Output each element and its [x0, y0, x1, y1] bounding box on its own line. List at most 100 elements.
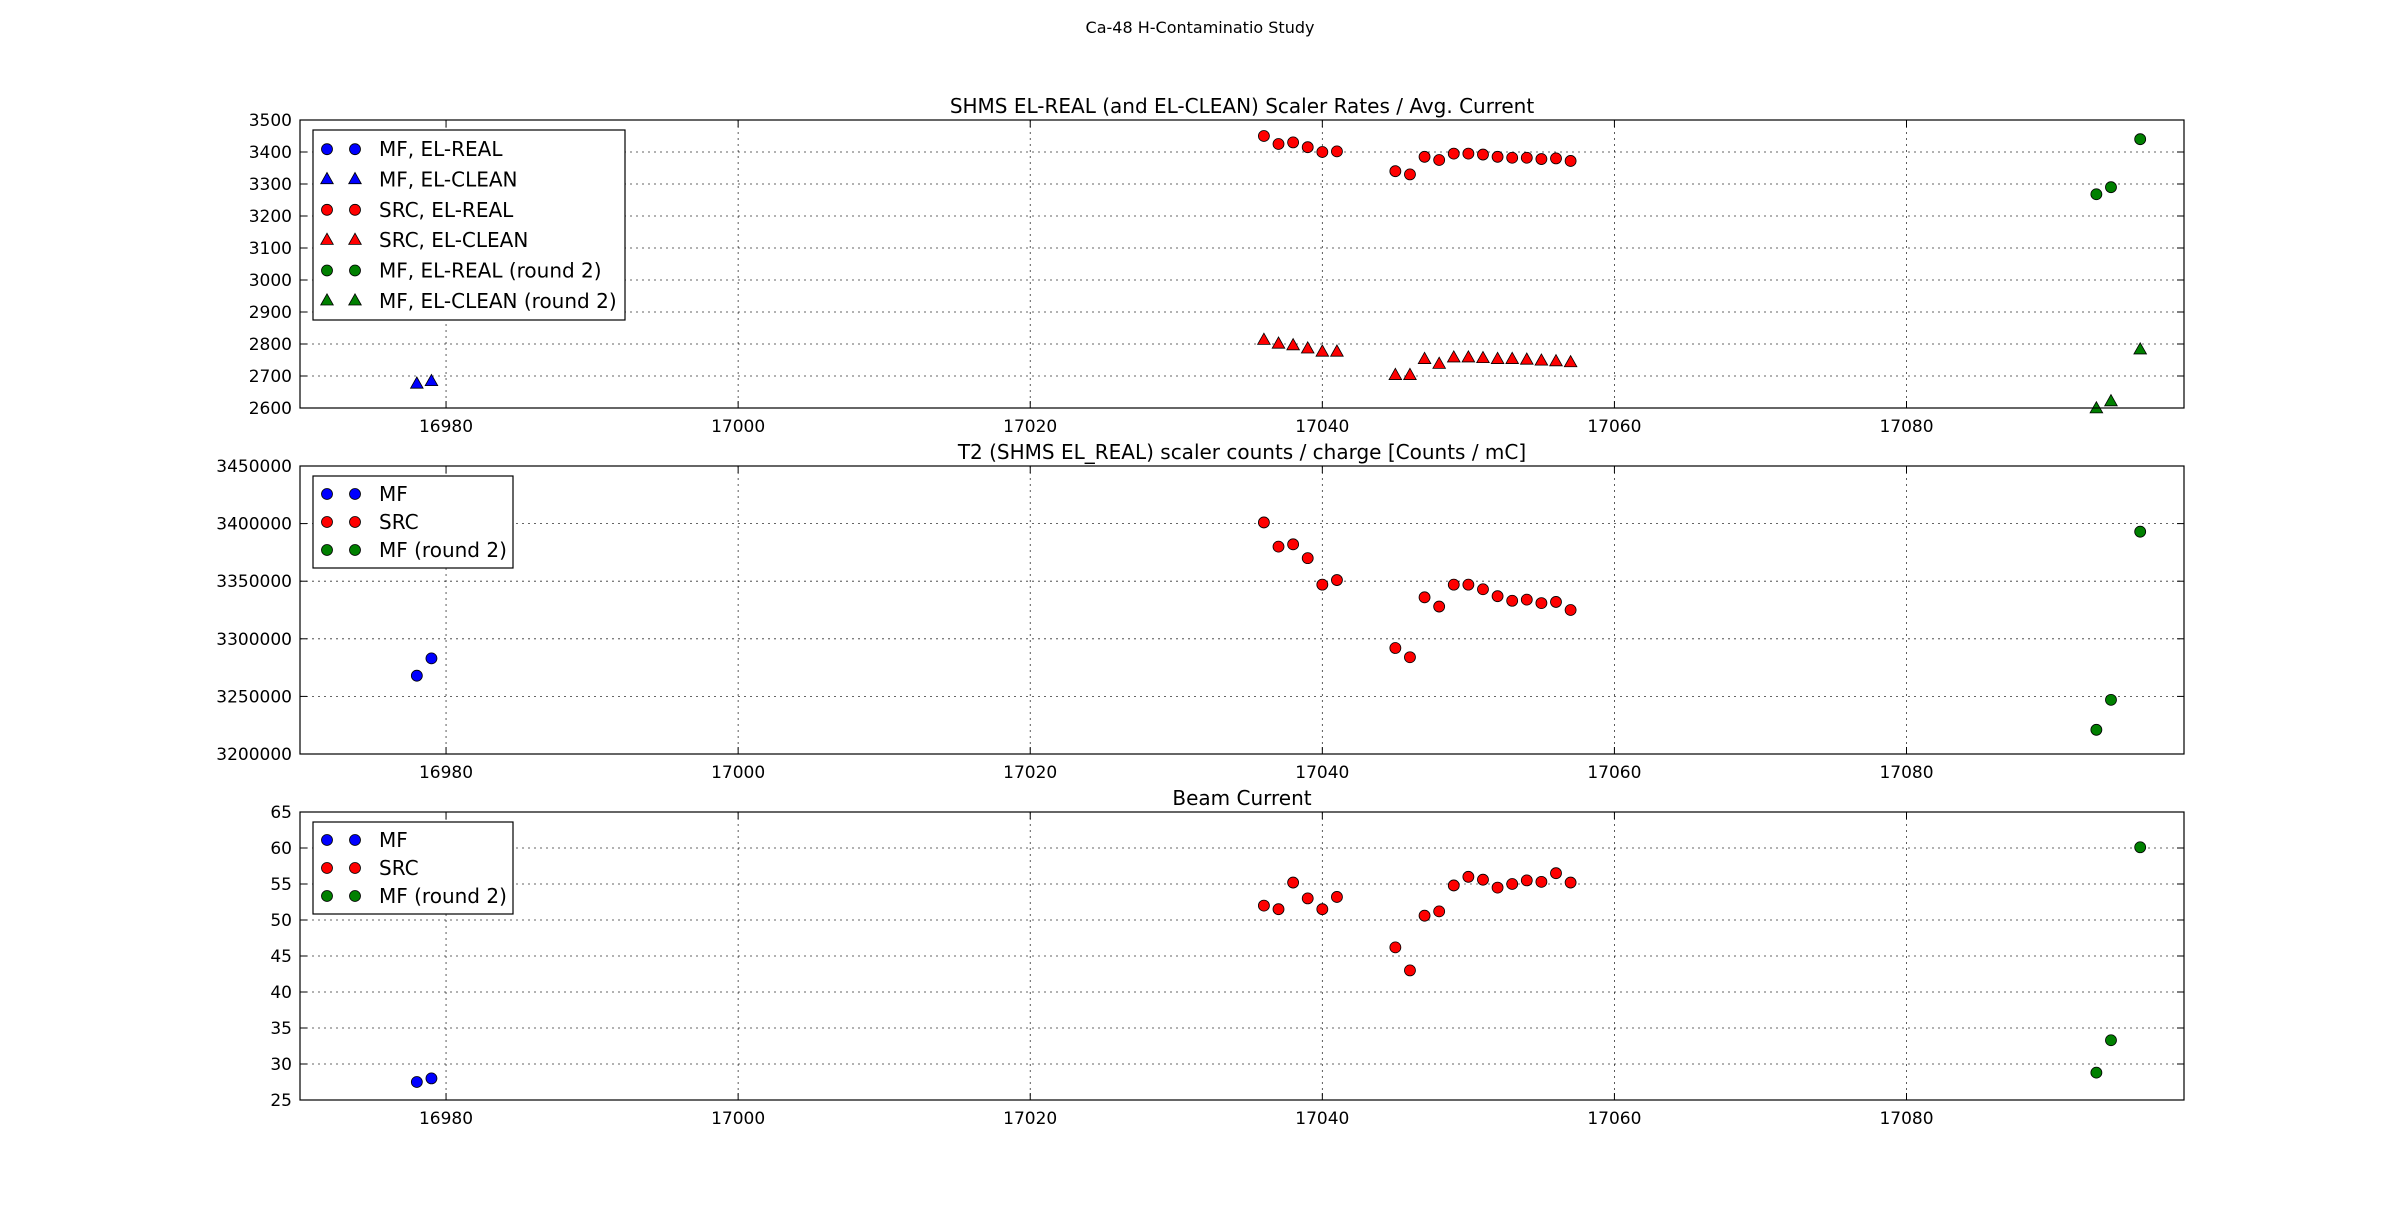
data-point: [1550, 152, 1562, 165]
x-tick-label: 17080: [1879, 763, 1933, 783]
y-tick-label: 2600: [249, 399, 292, 419]
data-point: [1534, 353, 1549, 366]
x-tick-label: 17040: [1295, 1109, 1349, 1129]
y-tick-label: 3100: [249, 239, 292, 259]
legend-box: [312, 129, 626, 321]
data-point: [1447, 147, 1460, 160]
series-2: [1258, 867, 1577, 977]
data-point: [1258, 130, 1270, 142]
y-tick-label: 60: [270, 839, 292, 859]
data-point: [1477, 873, 1489, 886]
data-point: [2103, 393, 2118, 407]
series-3: [2090, 525, 2147, 736]
legend-label: MF: [379, 828, 408, 852]
data-point: [1564, 604, 1577, 616]
data-point: [1316, 903, 1329, 916]
data-point: [1316, 146, 1329, 158]
legend-label: MF (round 2): [379, 538, 507, 562]
data-point: [2089, 400, 2104, 414]
data-point: [1258, 899, 1270, 912]
data-point: [2134, 133, 2147, 146]
x-tick-label: 17060: [1587, 1109, 1641, 1129]
data-point: [2105, 1034, 2117, 1047]
data-point: [1272, 540, 1285, 553]
data-point: [1331, 891, 1343, 903]
data-point: [1402, 367, 1417, 380]
legend-marker: [349, 890, 361, 902]
data-point: [1418, 909, 1431, 922]
data-point: [1462, 578, 1475, 591]
data-point: [1316, 578, 1329, 591]
legend-marker: [320, 232, 334, 245]
data-point: [1550, 596, 1562, 608]
data-point: [1564, 876, 1577, 889]
chart-panel-1: 16980 17000 17020 17040 17060 17080 2600 2700 28…: [249, 94, 2185, 437]
data-point: [1461, 349, 1476, 363]
data-point: [1447, 578, 1460, 591]
data-point: [1477, 583, 1489, 596]
data-point: [409, 376, 424, 389]
data-point: [1256, 332, 1271, 345]
legend-marker: [320, 293, 334, 306]
data-point: [1535, 875, 1548, 888]
legend-marker: [321, 516, 333, 528]
legend-marker: [349, 264, 361, 277]
plot-area: [300, 466, 2184, 754]
legend-label: MF, EL-CLEAN (round 2): [379, 289, 617, 313]
x-tick-label: 16980: [419, 763, 473, 783]
data-point: [410, 1076, 423, 1088]
legend-marker: [321, 264, 333, 277]
data-point: [1491, 150, 1504, 163]
legend-marker: [349, 516, 361, 528]
data-point: [1477, 148, 1489, 161]
data-point: [1287, 136, 1300, 149]
data-point: [2134, 525, 2147, 538]
data-point: [1404, 168, 1416, 181]
legend-label: MF, EL-CLEAN: [379, 168, 518, 192]
y-tick-label: 3200000: [216, 745, 292, 765]
data-point: [1388, 367, 1403, 380]
legend-marker: [349, 544, 361, 556]
legend: MF SRC MF (round 2): [312, 821, 514, 915]
series-2: [409, 373, 439, 389]
data-point: [1272, 903, 1285, 916]
data-point: [1506, 878, 1519, 890]
series-1: [410, 652, 438, 682]
plot-frame: [299, 811, 2185, 1101]
data-point: [2134, 841, 2147, 854]
x-tick-label: 17080: [1879, 1109, 1933, 1129]
x-tick-label: 16980: [419, 417, 473, 437]
data-point: [1389, 642, 1402, 654]
data-point: [1505, 351, 1520, 364]
data-point: [1506, 594, 1519, 607]
series-6: [2089, 341, 2148, 414]
chart-title: Beam Current: [1172, 786, 1311, 810]
data-point: [425, 652, 438, 665]
x-tick-label: 17080: [1879, 417, 1933, 437]
x-tick-label: 16980: [419, 1109, 473, 1129]
data-point: [1433, 154, 1446, 166]
plot-frame: [299, 465, 2185, 755]
data-point: [1433, 600, 1446, 613]
data-point: [1491, 590, 1504, 603]
legend-marker: [349, 488, 361, 500]
y-tick-label: 40: [270, 983, 292, 1003]
legend-marker: [320, 171, 334, 185]
legend: MF SRC MF (round 2): [312, 475, 514, 569]
data-point: [1404, 964, 1416, 977]
y-tick-label: 55: [270, 875, 292, 895]
x-tick-label: 17020: [1003, 1109, 1057, 1129]
legend-label: MF, EL-REAL (round 2): [379, 259, 602, 283]
legend-box: [312, 475, 514, 569]
y-tick-label: 3400000: [216, 515, 292, 535]
y-tick-label: 35: [270, 1019, 292, 1039]
x-tick-label: 17000: [711, 763, 765, 783]
y-tick-label: 3300000: [216, 630, 292, 650]
series-2: [1258, 516, 1577, 664]
figure-title: Ca-48 H-Contaminatio Study: [1085, 18, 1315, 37]
data-point: [1564, 155, 1577, 167]
data-point: [1329, 344, 1344, 357]
legend-marker: [349, 143, 361, 156]
data-point: [1315, 344, 1330, 357]
